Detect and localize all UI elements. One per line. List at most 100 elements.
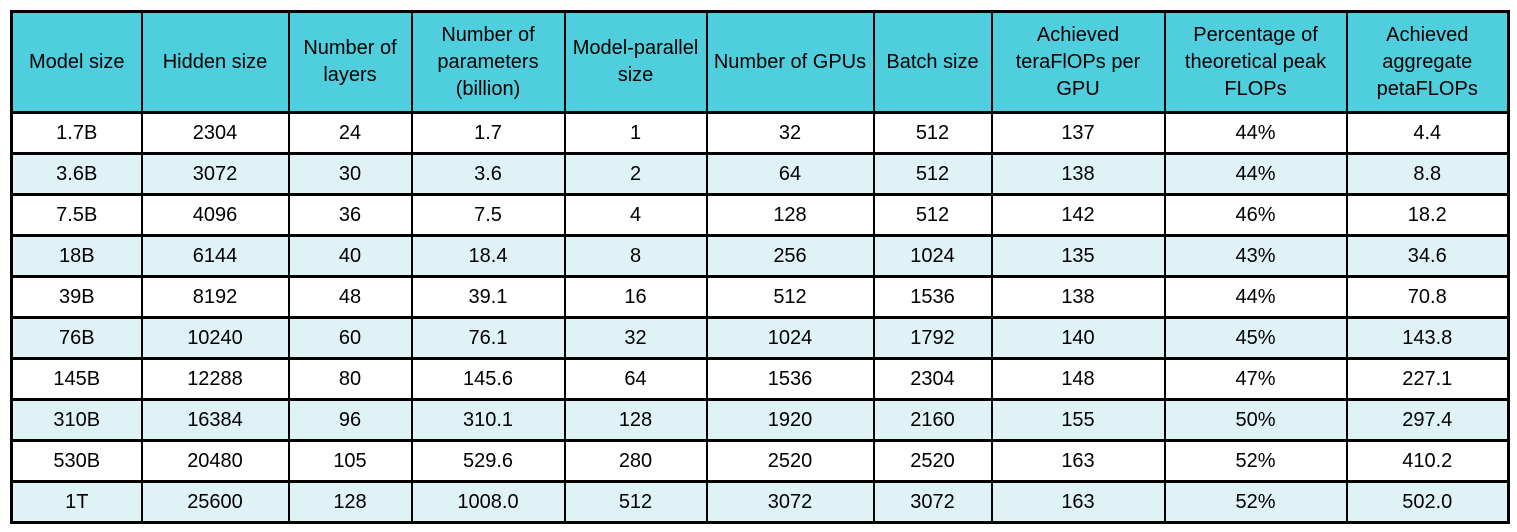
table-cell: 512 — [872, 152, 993, 196]
header-cell: Batch size — [872, 10, 993, 114]
header-cell: Number of layers — [287, 10, 413, 114]
table-cell: 4096 — [140, 193, 290, 237]
table-cell: 34.6 — [1345, 234, 1510, 278]
table-row: 310B 16384 96 310.1 128 1920 2160 155 50% 297.4 — [10, 398, 1510, 442]
table-cell: 1536 — [872, 275, 993, 319]
table-cell: 52% — [1163, 439, 1348, 483]
table-cell: 128 — [287, 480, 413, 524]
table-cell: 8192 — [140, 275, 290, 319]
table-cell: 36 — [287, 193, 413, 237]
table-cell: 24 — [287, 111, 413, 155]
table-cell: 12288 — [140, 357, 290, 401]
table-cell: 1920 — [705, 398, 875, 442]
table-cell: 2160 — [872, 398, 993, 442]
table-cell: 163 — [990, 480, 1166, 524]
table-cell: 142 — [990, 193, 1166, 237]
table-cell: 148 — [990, 357, 1166, 401]
table-cell: 140 — [990, 316, 1166, 360]
table-cell: 530B — [10, 439, 143, 483]
table-row: 39B 8192 48 39.1 16 512 1536 138 44% 70.8 — [10, 275, 1510, 319]
table-cell: 39.1 — [410, 275, 566, 319]
table-cell: 50% — [1163, 398, 1348, 442]
table-cell: 46% — [1163, 193, 1348, 237]
table-cell: 2304 — [872, 357, 993, 401]
table-cell: 1536 — [705, 357, 875, 401]
table-cell: 512 — [872, 193, 993, 237]
table-cell: 155 — [990, 398, 1166, 442]
table-cell: 1T — [10, 480, 143, 524]
table-cell: 16384 — [140, 398, 290, 442]
table-cell: 44% — [1163, 111, 1348, 155]
table-cell: 32 — [563, 316, 708, 360]
table-cell: 76B — [10, 316, 143, 360]
table-cell: 512 — [872, 111, 993, 155]
table-cell: 1008.0 — [410, 480, 566, 524]
table-cell: 297.4 — [1345, 398, 1510, 442]
header-cell: Number of parameters (billion) — [410, 10, 566, 114]
table-cell: 128 — [563, 398, 708, 442]
table-cell: 2 — [563, 152, 708, 196]
table-cell: 48 — [287, 275, 413, 319]
table-cell: 64 — [563, 357, 708, 401]
table-cell: 8.8 — [1345, 152, 1510, 196]
table-cell: 70.8 — [1345, 275, 1510, 319]
table-cell: 3072 — [705, 480, 875, 524]
table-row: 530B 20480 105 529.6 280 2520 2520 163 52% 410.2 — [10, 439, 1510, 483]
table-row: 18B 6144 40 18.4 8 256 1024 135 43% 34.6 — [10, 234, 1510, 278]
table-row: 3.6B 3072 30 3.6 2 64 512 138 44% 8.8 — [10, 152, 1510, 196]
header-row: Model size Hidden size Number of layers Num… — [10, 10, 1510, 114]
table-cell: 512 — [563, 480, 708, 524]
table-cell: 138 — [990, 152, 1166, 196]
table-cell: 52% — [1163, 480, 1348, 524]
table-cell: 512 — [705, 275, 875, 319]
table-cell: 64 — [705, 152, 875, 196]
table-cell: 43% — [1163, 234, 1348, 278]
table-cell: 310.1 — [410, 398, 566, 442]
table-cell: 137 — [990, 111, 1166, 155]
header-cell: Model-parallel size — [563, 10, 708, 114]
table-cell: 143.8 — [1345, 316, 1510, 360]
table-cell: 145B — [10, 357, 143, 401]
table-cell: 1.7B — [10, 111, 143, 155]
table-cell: 2520 — [705, 439, 875, 483]
table-row: 7.5B 4096 36 7.5 4 128 512 142 46% 18.2 — [10, 193, 1510, 237]
table-cell: 529.6 — [410, 439, 566, 483]
table-row: 76B 10240 60 76.1 32 1024 1792 140 45% 143.8 — [10, 316, 1510, 360]
table-cell: 18.2 — [1345, 193, 1510, 237]
header-cell: Percentage of theoretical peak FLOPs — [1163, 10, 1348, 114]
header-cell: Hidden size — [140, 10, 290, 114]
table-cell: 3.6B — [10, 152, 143, 196]
table-cell: 1792 — [872, 316, 993, 360]
table-cell: 2304 — [140, 111, 290, 155]
table-cell: 163 — [990, 439, 1166, 483]
table-cell: 135 — [990, 234, 1166, 278]
scaling-table: Model size Hidden size Number of layers Num… — [10, 10, 1510, 524]
table-cell: 32 — [705, 111, 875, 155]
table-cell: 1.7 — [410, 111, 566, 155]
table-cell: 227.1 — [1345, 357, 1510, 401]
table-cell: 18B — [10, 234, 143, 278]
table-row: 145B 12288 80 145.6 64 1536 2304 148 47% 227.1 — [10, 357, 1510, 401]
table-cell: 60 — [287, 316, 413, 360]
table-cell: 105 — [287, 439, 413, 483]
header-cell: Achieved teraFlOPs per GPU — [990, 10, 1166, 114]
table-cell: 20480 — [140, 439, 290, 483]
table-cell: 145.6 — [410, 357, 566, 401]
table-cell: 8 — [563, 234, 708, 278]
table-cell: 44% — [1163, 152, 1348, 196]
table-cell: 80 — [287, 357, 413, 401]
table-cell: 1024 — [705, 316, 875, 360]
table-cell: 410.2 — [1345, 439, 1510, 483]
table-cell: 138 — [990, 275, 1166, 319]
table-cell: 6144 — [140, 234, 290, 278]
table-row: 1T 25600 128 1008.0 512 3072 3072 163 52% 502.0 — [10, 480, 1510, 524]
table-cell: 47% — [1163, 357, 1348, 401]
table-cell: 18.4 — [410, 234, 566, 278]
table-cell: 280 — [563, 439, 708, 483]
header-cell: Number of GPUs — [705, 10, 875, 114]
table-cell: 40 — [287, 234, 413, 278]
table-cell: 502.0 — [1345, 480, 1510, 524]
table-cell: 1024 — [872, 234, 993, 278]
table-cell: 7.5 — [410, 193, 566, 237]
